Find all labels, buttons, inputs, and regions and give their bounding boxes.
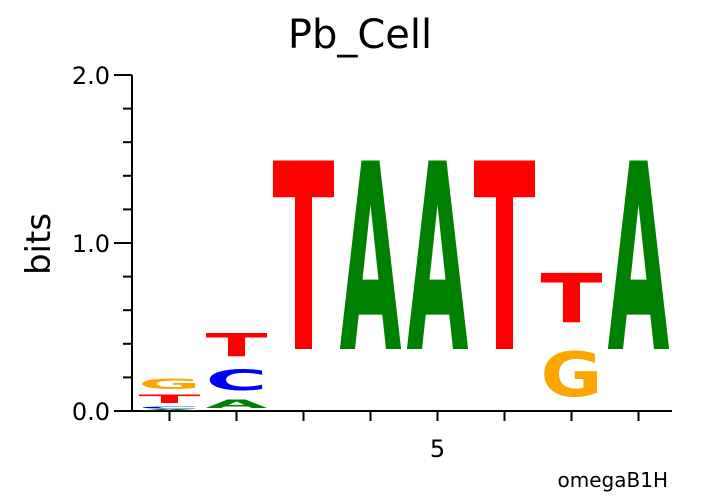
credit-label: omegaB1H (558, 468, 668, 492)
glyph-A-pos-2: A (206, 398, 268, 411)
glyph-T-pos-3: T (273, 109, 335, 411)
glyph-T-pos-6: T (474, 109, 536, 411)
y-ticks: 0.0 1.0 2.0 (72, 62, 132, 426)
glyph-T-pos-7: T (541, 260, 603, 338)
glyph-C-pos-2: C (206, 364, 268, 398)
glyph-A-pos-1: A (139, 409, 201, 411)
y-axis-label: bits (19, 213, 59, 275)
glyph-A-pos-8: A (608, 110, 670, 411)
y-tick-label: 2.0 (72, 62, 110, 90)
chart-title: Pb_Cell (288, 12, 432, 58)
glyph-T-pos-1: T (139, 393, 201, 406)
glyph-G-pos-7: G (541, 340, 603, 412)
glyph-C-pos-1: C (139, 406, 201, 409)
glyph-A-pos-5: A (407, 110, 469, 411)
glyph-G-pos-1: G (139, 376, 201, 393)
x-tick-label: 5 (430, 435, 445, 463)
y-tick-label: 1.0 (72, 230, 110, 258)
x-ticks: 5 (168, 411, 640, 463)
y-tick-label: 0.0 (72, 398, 110, 426)
glyph-T-pos-2: T (206, 328, 269, 365)
glyph-A-pos-4: A (340, 110, 402, 411)
